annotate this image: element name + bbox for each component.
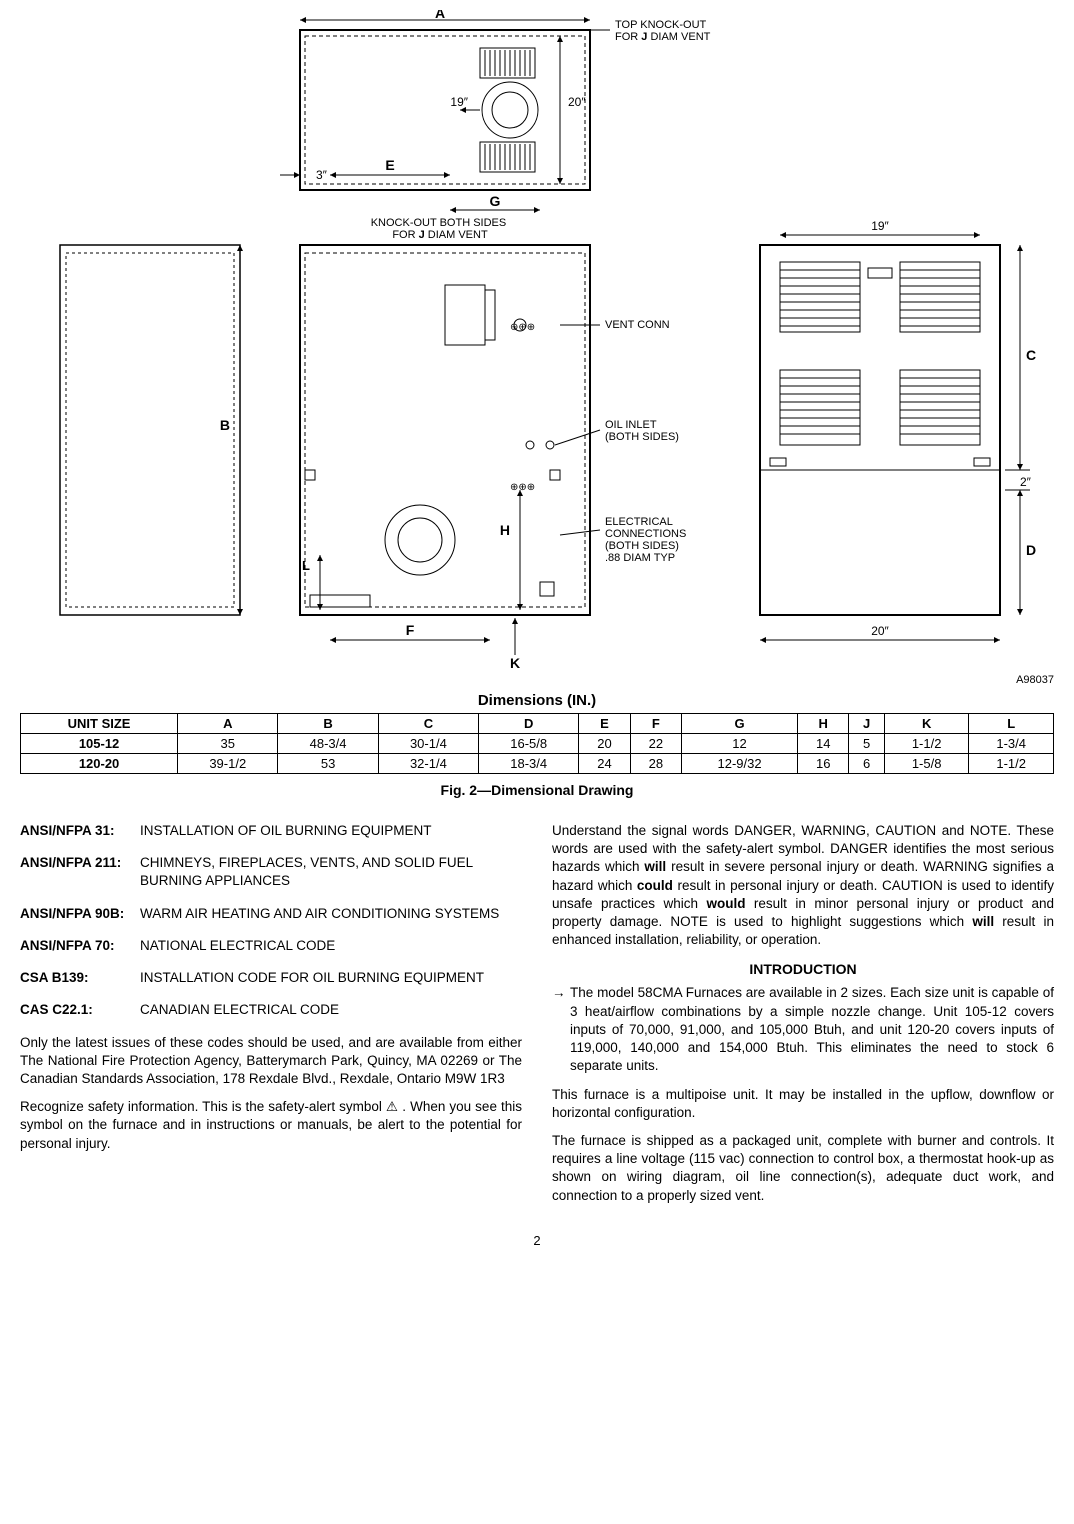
col-k: K <box>884 714 969 734</box>
dim-label-e: E <box>385 157 394 173</box>
standard-code: ANSI/NFPA 211: <box>20 854 140 890</box>
dim-label-h: H <box>500 522 510 538</box>
standards-row: ANSI/NFPA 90B:WARM AIR HEATING AND AIR C… <box>20 905 522 923</box>
standard-code: CSA B139: <box>20 969 140 987</box>
table-cell: 28 <box>630 754 681 774</box>
left-column: ANSI/NFPA 31:INSTALLATION OF OIL BURNING… <box>20 822 522 1215</box>
dim-label-c: C <box>1026 347 1036 363</box>
table-row: 120-2039-1/25332-1/418-3/4242812-9/32166… <box>21 754 1054 774</box>
standards-row: CSA B139:INSTALLATION CODE FOR OIL BURNI… <box>20 969 522 987</box>
col-unit-size: UNIT SIZE <box>21 714 178 734</box>
table-cell: 48-3/4 <box>278 734 378 754</box>
page-number: 2 <box>20 1233 1054 1248</box>
paragraph: Only the latest issues of these codes sh… <box>20 1034 522 1089</box>
table-cell: 53 <box>278 754 378 774</box>
col-c: C <box>378 714 478 734</box>
standards-row: ANSI/NFPA 70:NATIONAL ELECTRICAL CODE <box>20 937 522 955</box>
standard-desc: NATIONAL ELECTRICAL CODE <box>140 937 522 955</box>
table-cell: 1-3/4 <box>969 734 1054 754</box>
figure-caption: Fig. 2—Dimensional Drawing <box>20 782 1054 798</box>
paragraph: This furnace is a multipoise unit. It ma… <box>552 1086 1054 1122</box>
table-cell: 105-12 <box>21 734 178 754</box>
table-cell: 24 <box>579 754 630 774</box>
label-oil-inlet: OIL INLET(BOTH SIDES) <box>605 419 679 443</box>
dim-20-top: 20″ <box>568 95 586 109</box>
svg-text:⊕⊕⊕: ⊕⊕⊕ <box>510 322 535 333</box>
standard-desc: WARM AIR HEATING AND AIR CONDITIONING SY… <box>140 905 522 923</box>
dim-label-k: K <box>510 655 520 670</box>
standards-row: ANSI/NFPA 31:INSTALLATION OF OIL BURNING… <box>20 822 522 840</box>
dim-label-l: L <box>302 558 310 573</box>
table-cell: 6 <box>849 754 885 774</box>
dimensions-table: UNIT SIZEABCDEFGHJKL 105-123548-3/430-1/… <box>20 713 1054 774</box>
table-cell: 12-9/32 <box>681 754 797 774</box>
paragraph: Understand the signal words DANGER, WARN… <box>552 822 1054 950</box>
dim-label-b: B <box>220 417 230 433</box>
standard-code: ANSI/NFPA 31: <box>20 822 140 840</box>
table-cell: 14 <box>798 734 849 754</box>
label-electrical: ELECTRICAL CONNECTIONS (BOTH SIDES) .88 … <box>605 516 689 564</box>
col-h: H <box>798 714 849 734</box>
dim-label-g: G <box>490 193 501 209</box>
arrow-icon: → <box>552 984 570 1085</box>
standard-desc: INSTALLATION OF OIL BURNING EQUIPMENT <box>140 822 522 840</box>
standard-code: ANSI/NFPA 90B: <box>20 905 140 923</box>
dim-2: 2″ <box>1020 475 1032 489</box>
standard-code: CAS C22.1: <box>20 1001 140 1019</box>
dimensional-diagram: A 19″ 20″ 3″ E TOP KNOCK-OUT FOR J DIAM … <box>20 10 1054 670</box>
paragraph: →The model 58CMA Furnaces are available … <box>552 984 1054 1085</box>
col-g: G <box>681 714 797 734</box>
standards-row: CAS C22.1:CANADIAN ELECTRICAL CODE <box>20 1001 522 1019</box>
standard-code: ANSI/NFPA 70: <box>20 937 140 955</box>
dim-19-side: 19″ <box>871 219 889 233</box>
table-cell: 1-5/8 <box>884 754 969 774</box>
right-column: Understand the signal words DANGER, WARN… <box>552 822 1054 1215</box>
label-top-knockout: TOP KNOCK-OUT FOR J DIAM VENT <box>615 19 711 43</box>
table-cell: 30-1/4 <box>378 734 478 754</box>
col-f: F <box>630 714 681 734</box>
figure-id: A98037 <box>20 674 1054 686</box>
svg-text:⊕⊕⊕: ⊕⊕⊕ <box>510 482 535 493</box>
dim-19-top: 19″ <box>450 95 468 109</box>
standard-desc: INSTALLATION CODE FOR OIL BURNING EQUIPM… <box>140 969 522 987</box>
table-cell: 16-5/8 <box>479 734 579 754</box>
standard-desc: CANADIAN ELECTRICAL CODE <box>140 1001 522 1019</box>
table-cell: 20 <box>579 734 630 754</box>
dim-20-side: 20″ <box>871 624 889 638</box>
col-l: L <box>969 714 1054 734</box>
col-e: E <box>579 714 630 734</box>
paragraph: The furnace is shipped as a packaged uni… <box>552 1132 1054 1205</box>
col-d: D <box>479 714 579 734</box>
standard-desc: CHIMNEYS, FIREPLACES, VENTS, AND SOLID F… <box>140 854 522 890</box>
table-cell: 39-1/2 <box>178 754 278 774</box>
col-a: A <box>178 714 278 734</box>
standards-row: ANSI/NFPA 211:CHIMNEYS, FIREPLACES, VENT… <box>20 854 522 890</box>
table-cell: 120-20 <box>21 754 178 774</box>
table-cell: 12 <box>681 734 797 754</box>
table-cell: 32-1/4 <box>378 754 478 774</box>
table-title: Dimensions (IN.) <box>20 692 1054 709</box>
dim-label-d: D <box>1026 542 1036 558</box>
label-vent-conn: VENT CONN <box>605 319 670 331</box>
table-cell: 18-3/4 <box>479 754 579 774</box>
standards-list: ANSI/NFPA 31:INSTALLATION OF OIL BURNING… <box>20 822 522 1020</box>
paragraph: Recognize safety information. This is th… <box>20 1098 522 1153</box>
table-cell: 5 <box>849 734 885 754</box>
dim-label-f: F <box>406 622 415 638</box>
introduction-heading: INTRODUCTION <box>552 960 1054 979</box>
table-cell: 1-1/2 <box>969 754 1054 774</box>
dim-3: 3″ <box>316 168 328 182</box>
col-b: B <box>278 714 378 734</box>
label-knockout-both: KNOCK-OUT BOTH SIDES FOR J DIAM VENT <box>371 217 510 241</box>
table-cell: 16 <box>798 754 849 774</box>
table-row: 105-123548-3/430-1/416-5/82022121451-1/2… <box>21 734 1054 754</box>
col-j: J <box>849 714 885 734</box>
dim-label-a: A <box>435 10 445 21</box>
table-cell: 22 <box>630 734 681 754</box>
table-cell: 1-1/2 <box>884 734 969 754</box>
table-cell: 35 <box>178 734 278 754</box>
